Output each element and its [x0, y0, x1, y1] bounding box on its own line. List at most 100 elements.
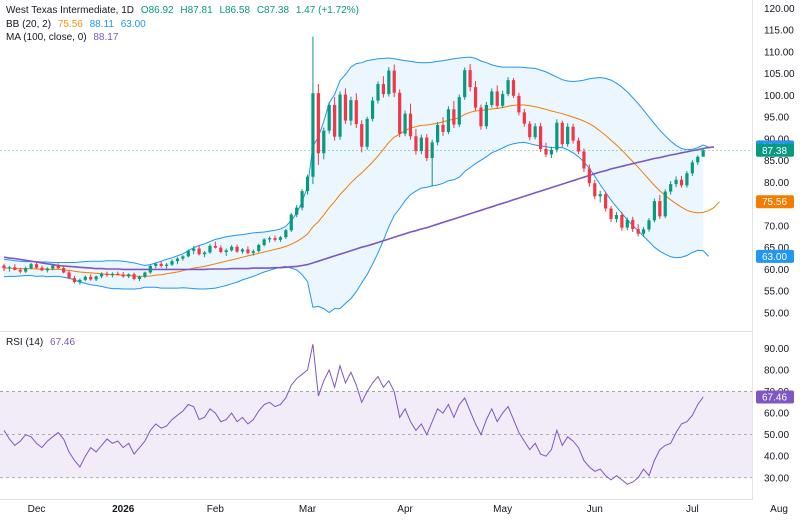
candle-body [89, 276, 93, 280]
candle [333, 97, 337, 141]
candle [240, 248, 245, 254]
candle [696, 155, 700, 165]
time-tick-label: Mar [299, 504, 317, 515]
candle-body [652, 201, 656, 221]
candle-body [186, 250, 190, 257]
candle-body [690, 162, 694, 174]
candle-body [549, 149, 554, 155]
candle [132, 272, 136, 281]
time-tick-label: 2026 [112, 504, 135, 515]
candle-body [7, 267, 12, 269]
price-tick-label: 115.00 [764, 26, 794, 37]
candle-body [501, 94, 505, 106]
candle-body [105, 273, 109, 276]
time-axis[interactable]: Dec 2026 Feb Mar Apr May Jun Jul Aug [28, 504, 788, 515]
bb-basis-value: 75.56 [57, 19, 83, 30]
candle-body [121, 274, 125, 277]
bb-lower-badge-bg [756, 249, 794, 263]
price-axis[interactable]: 50.0055.0060.0065.0070.0075.0080.0085.00… [756, 4, 795, 484]
candle-body [56, 265, 60, 269]
candle-body [300, 191, 304, 208]
candle [72, 275, 77, 284]
candle [170, 259, 174, 266]
candle [430, 139, 434, 187]
price-tick-label: 120.00 [764, 4, 795, 15]
candle-body [408, 113, 413, 137]
candle [457, 94, 461, 128]
candle [647, 218, 651, 232]
candle-body [132, 274, 136, 280]
candle-body [436, 124, 440, 143]
candle [685, 171, 689, 188]
price-tick-label: 105.00 [764, 69, 795, 80]
candle [327, 102, 331, 134]
candle-body [533, 126, 537, 138]
candle-body [604, 194, 608, 209]
bb-basis-badge-text: 75.56 [762, 197, 787, 208]
candle-body [473, 87, 478, 108]
candle [560, 120, 564, 148]
rsi-pane [0, 344, 752, 485]
candle [528, 121, 532, 141]
candle [701, 148, 705, 157]
candle-body [403, 113, 407, 134]
candle-body [40, 267, 44, 271]
candle-body [658, 201, 662, 217]
candle [495, 85, 499, 109]
candle-body [34, 264, 39, 268]
candle [484, 101, 488, 129]
rsi-badge-bg [756, 390, 794, 404]
ohlc-close: C87.38 [256, 5, 290, 16]
candle [468, 64, 472, 92]
candle-body [224, 250, 228, 253]
candle [387, 67, 391, 97]
legend-symbol-row[interactable]: West Texas Intermediate, 1D O86.92 H87.8… [6, 4, 363, 17]
candle-body [148, 265, 152, 273]
candle-body [127, 274, 131, 277]
price-gridlines [0, 0, 753, 500]
candle-body [246, 249, 250, 253]
price-tick-label: 60.00 [764, 265, 789, 276]
candle [159, 261, 163, 268]
candle [289, 212, 293, 233]
candle-body [202, 252, 207, 255]
candle-body [143, 272, 147, 277]
candle-body [18, 269, 22, 272]
candle-body [663, 191, 667, 217]
legend-rsi-row[interactable]: RSI (14) 67.46 [6, 336, 79, 349]
candle-body [192, 248, 196, 251]
candle-body [679, 179, 684, 186]
price-tick-label: 110.00 [764, 47, 794, 58]
candle [246, 246, 250, 255]
legend-bb-row[interactable]: BB (20, 2) 75.56 88.11 63.00 [6, 18, 150, 31]
rsi-band [0, 391, 752, 478]
candle [555, 119, 559, 153]
rsi-value: 67.46 [50, 337, 76, 348]
price-tick-label: 55.00 [764, 287, 789, 298]
candle [522, 108, 526, 127]
candle-body [159, 263, 163, 266]
candle-body [593, 183, 597, 197]
candle [425, 134, 429, 162]
candle-body [311, 93, 315, 177]
legend-ma-row[interactable]: MA (100, close, 0) 88.17 [6, 31, 122, 44]
ma-value: 88.17 [93, 32, 119, 43]
candle [614, 211, 619, 223]
bb-basis-badge: 75.56 [756, 195, 794, 209]
candle-body [446, 109, 451, 132]
candle-body [154, 263, 158, 266]
candle-body [251, 251, 255, 253]
candle-body [441, 124, 445, 132]
candle-body [137, 276, 142, 280]
candle [625, 217, 629, 231]
candle-body [522, 112, 526, 124]
candle-body [566, 126, 570, 145]
candle [338, 91, 342, 140]
candle [620, 211, 624, 231]
candle-body [51, 265, 55, 269]
candle [13, 264, 17, 271]
price-tick-label: 80.00 [764, 178, 789, 189]
rsi-tick-label: 40.00 [764, 452, 789, 463]
ohlc-change: 1.47 (+1.72%) [295, 5, 359, 16]
candle-body [257, 245, 261, 252]
